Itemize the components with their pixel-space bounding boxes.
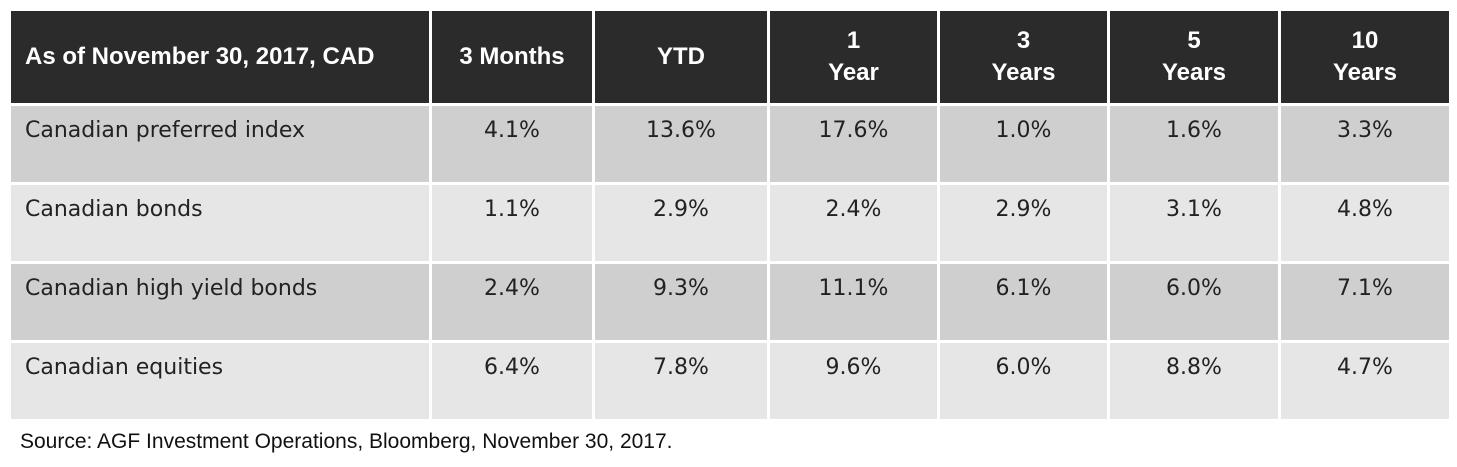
header-3-years: 3 Years	[940, 11, 1107, 103]
table-cell: 4.7%	[1281, 343, 1449, 419]
table-cell: 8.8%	[1110, 343, 1278, 419]
row-label: Canadian equities	[11, 343, 429, 419]
table-cell: 13.6%	[595, 106, 767, 182]
header-row: As of November 30, 2017, CAD 3 Months YT…	[11, 11, 1449, 103]
table-cell: 2.4%	[770, 185, 937, 261]
table-cell: 4.8%	[1281, 185, 1449, 261]
header-period-label: As of November 30, 2017, CAD	[11, 11, 429, 103]
row-label: Canadian high yield bonds	[11, 264, 429, 340]
table-cell: 2.4%	[432, 264, 592, 340]
table-cell: 1.1%	[432, 185, 592, 261]
table-cell: 9.3%	[595, 264, 767, 340]
table-row: Canadian bonds 1.1% 2.9% 2.4% 2.9% 3.1% …	[11, 185, 1449, 261]
table-cell: 6.4%	[432, 343, 592, 419]
row-label: Canadian bonds	[11, 185, 429, 261]
table-row: Canadian preferred index 4.1% 13.6% 17.6…	[11, 106, 1449, 182]
table-cell: 6.1%	[940, 264, 1107, 340]
header-10-years: 10 Years	[1281, 11, 1449, 103]
table-cell: 3.3%	[1281, 106, 1449, 182]
table-cell: 11.1%	[770, 264, 937, 340]
table-cell: 1.0%	[940, 106, 1107, 182]
header-1-year: 1 Year	[770, 11, 937, 103]
table-cell: 1.6%	[1110, 106, 1278, 182]
header-ytd: YTD	[595, 11, 767, 103]
table-cell: 6.0%	[940, 343, 1107, 419]
table-cell: 9.6%	[770, 343, 937, 419]
table-cell: 3.1%	[1110, 185, 1278, 261]
table-cell: 4.1%	[432, 106, 592, 182]
source-note: Source: AGF Investment Operations, Bloom…	[20, 430, 673, 453]
table-cell: 7.1%	[1281, 264, 1449, 340]
header-5-years: 5 Years	[1110, 11, 1278, 103]
table-cell: 2.9%	[595, 185, 767, 261]
table-cell: 6.0%	[1110, 264, 1278, 340]
row-label: Canadian preferred index	[11, 106, 429, 182]
returns-table-container: As of November 30, 2017, CAD 3 Months YT…	[8, 8, 1450, 422]
returns-table: As of November 30, 2017, CAD 3 Months YT…	[8, 8, 1452, 422]
table-cell: 2.9%	[940, 185, 1107, 261]
table-cell: 7.8%	[595, 343, 767, 419]
header-3-months: 3 Months	[432, 11, 592, 103]
table-row: Canadian high yield bonds 2.4% 9.3% 11.1…	[11, 264, 1449, 340]
table-row: Canadian equities 6.4% 7.8% 9.6% 6.0% 8.…	[11, 343, 1449, 419]
table-cell: 17.6%	[770, 106, 937, 182]
